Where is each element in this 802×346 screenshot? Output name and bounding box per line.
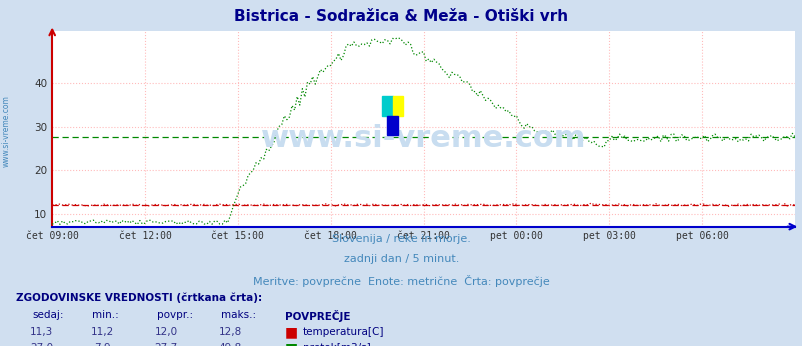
Text: ■: ■ [285,341,298,346]
Text: 27,0: 27,0 [30,343,53,346]
Text: www.si-vreme.com: www.si-vreme.com [2,95,11,167]
Text: 7,9: 7,9 [94,343,110,346]
Text: POVPREČJE: POVPREČJE [285,310,350,322]
Bar [392,96,403,116]
Text: 27,7: 27,7 [155,343,177,346]
Text: Slovenija / reke in morje.: Slovenija / reke in morje. [332,234,470,244]
Text: ZGODOVINSKE VREDNOSTI (črtkana črta):: ZGODOVINSKE VREDNOSTI (črtkana črta): [16,292,262,303]
Text: Bistrica - Sodražica & Meža - Otiški vrh: Bistrica - Sodražica & Meža - Otiški vrh [234,9,568,24]
Bar [382,96,392,116]
Bar [387,116,397,135]
Text: pretok[m3/s]: pretok[m3/s] [302,343,370,346]
Text: www.si-vreme.com: www.si-vreme.com [261,124,585,153]
Text: maks.:: maks.: [221,310,256,320]
Text: 11,2: 11,2 [91,327,113,337]
Text: povpr.:: povpr.: [156,310,192,320]
Text: 49,8: 49,8 [219,343,241,346]
Text: ■: ■ [285,325,298,339]
Text: Meritve: povprečne  Enote: metrične  Črta: povprečje: Meritve: povprečne Enote: metrične Črta:… [253,275,549,287]
Text: 11,3: 11,3 [30,327,53,337]
Text: 12,0: 12,0 [155,327,177,337]
Text: 12,8: 12,8 [219,327,241,337]
Text: min.:: min.: [92,310,119,320]
Text: temperatura[C]: temperatura[C] [302,327,383,337]
Text: sedaj:: sedaj: [32,310,63,320]
Text: zadnji dan / 5 minut.: zadnji dan / 5 minut. [343,254,459,264]
